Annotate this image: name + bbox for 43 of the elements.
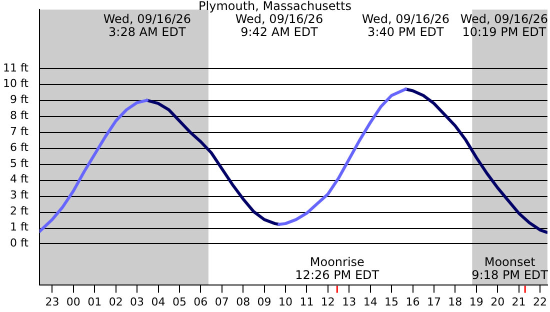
annotation: Moonset 9:18 PM EDT [472,254,549,282]
y-tick-label: 1 ft [10,220,30,234]
x-tick-label: 02 [108,295,123,308]
y-tick-label: 6 ft [10,140,30,154]
annotation: Wed, 09/16/26 10:19 PM EDT [460,12,548,40]
y-tick-label: 4 ft [10,172,30,186]
annotation: Wed, 09/16/26 3:28 AM EDT [103,12,192,40]
x-tick-label: 21 [512,295,526,308]
x-tick-label: 00 [66,295,80,308]
annotation: Wed, 09/16/26 3:40 PM EDT [362,12,450,40]
y-tick-label: 7 ft [10,124,30,138]
x-tick-label: 05 [172,295,186,308]
x-tick-label: 11 [300,295,314,308]
annotation: Moonrise 12:26 PM EDT [295,254,380,282]
y-tick-label: 10 ft [2,77,30,90]
y-tick-label: 5 ft [10,156,30,170]
y-tick-label: 3 ft [10,188,30,202]
annotation: Wed, 09/16/26 9:42 AM EDT [235,12,324,40]
x-tick-label: 15 [384,295,399,308]
x-tick-label: 07 [214,295,229,308]
x-tick-label: 04 [151,295,166,308]
y-tick-label: 11 ft [2,61,30,74]
x-tick-label: 16 [406,295,420,308]
x-tick-label: 12 [320,295,335,308]
x-tick-label: 14 [363,295,378,308]
x-tick-label: 13 [342,295,356,308]
x-tick-label: 01 [88,295,102,308]
x-tick-label: 08 [236,295,250,308]
y-tick-label: 9 ft [10,93,30,106]
x-tick-label: 23 [45,295,60,308]
x-tick-label: 03 [130,295,144,308]
x-tick-label: 17 [426,295,441,308]
x-tick-label: 22 [533,295,547,308]
y-tick-label: 8 ft [10,109,30,122]
x-tick-label: 06 [194,295,208,308]
y-tick-label: 2 ft [10,204,30,218]
x-tick-label: 19 [469,295,484,308]
x-tick-label: 18 [448,295,462,308]
x-tick-label: 09 [257,295,272,308]
x-tick-label: 20 [490,295,505,308]
chart-title: Plymouth, Massachusetts [198,0,352,14]
x-tick-label: 10 [278,295,292,308]
y-tick-label: 0 ft [10,236,30,250]
